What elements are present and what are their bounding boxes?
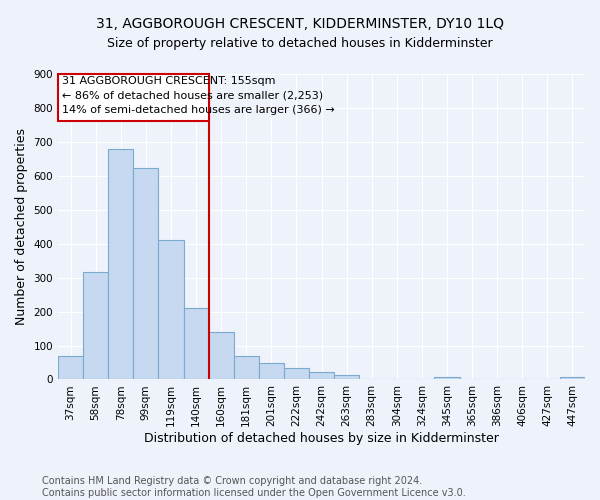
Bar — [259, 363, 284, 380]
Text: Size of property relative to detached houses in Kidderminster: Size of property relative to detached ho… — [107, 38, 493, 51]
Bar — [83, 272, 108, 380]
Bar — [434, 376, 460, 380]
Bar — [560, 376, 585, 380]
Bar — [158, 240, 184, 380]
X-axis label: Distribution of detached houses by size in Kidderminster: Distribution of detached houses by size … — [144, 432, 499, 445]
Text: 31, AGGBOROUGH CRESCENT, KIDDERMINSTER, DY10 1LQ: 31, AGGBOROUGH CRESCENT, KIDDERMINSTER, … — [96, 18, 504, 32]
Bar — [209, 332, 233, 380]
Text: 31 AGGBOROUGH CRESCENT: 155sqm: 31 AGGBOROUGH CRESCENT: 155sqm — [62, 76, 275, 86]
Text: ← 86% of detached houses are smaller (2,253): ← 86% of detached houses are smaller (2,… — [62, 90, 323, 101]
Bar — [334, 376, 359, 380]
Y-axis label: Number of detached properties: Number of detached properties — [15, 128, 28, 325]
Bar — [233, 356, 259, 380]
Bar — [108, 149, 133, 380]
Bar — [309, 372, 334, 380]
Text: 14% of semi-detached houses are larger (366) →: 14% of semi-detached houses are larger (… — [62, 105, 335, 115]
Bar — [58, 356, 83, 380]
Text: Contains HM Land Registry data © Crown copyright and database right 2024.
Contai: Contains HM Land Registry data © Crown c… — [42, 476, 466, 498]
Bar — [284, 368, 309, 380]
Bar — [184, 308, 209, 380]
Bar — [58, 74, 209, 121]
Bar — [133, 168, 158, 380]
